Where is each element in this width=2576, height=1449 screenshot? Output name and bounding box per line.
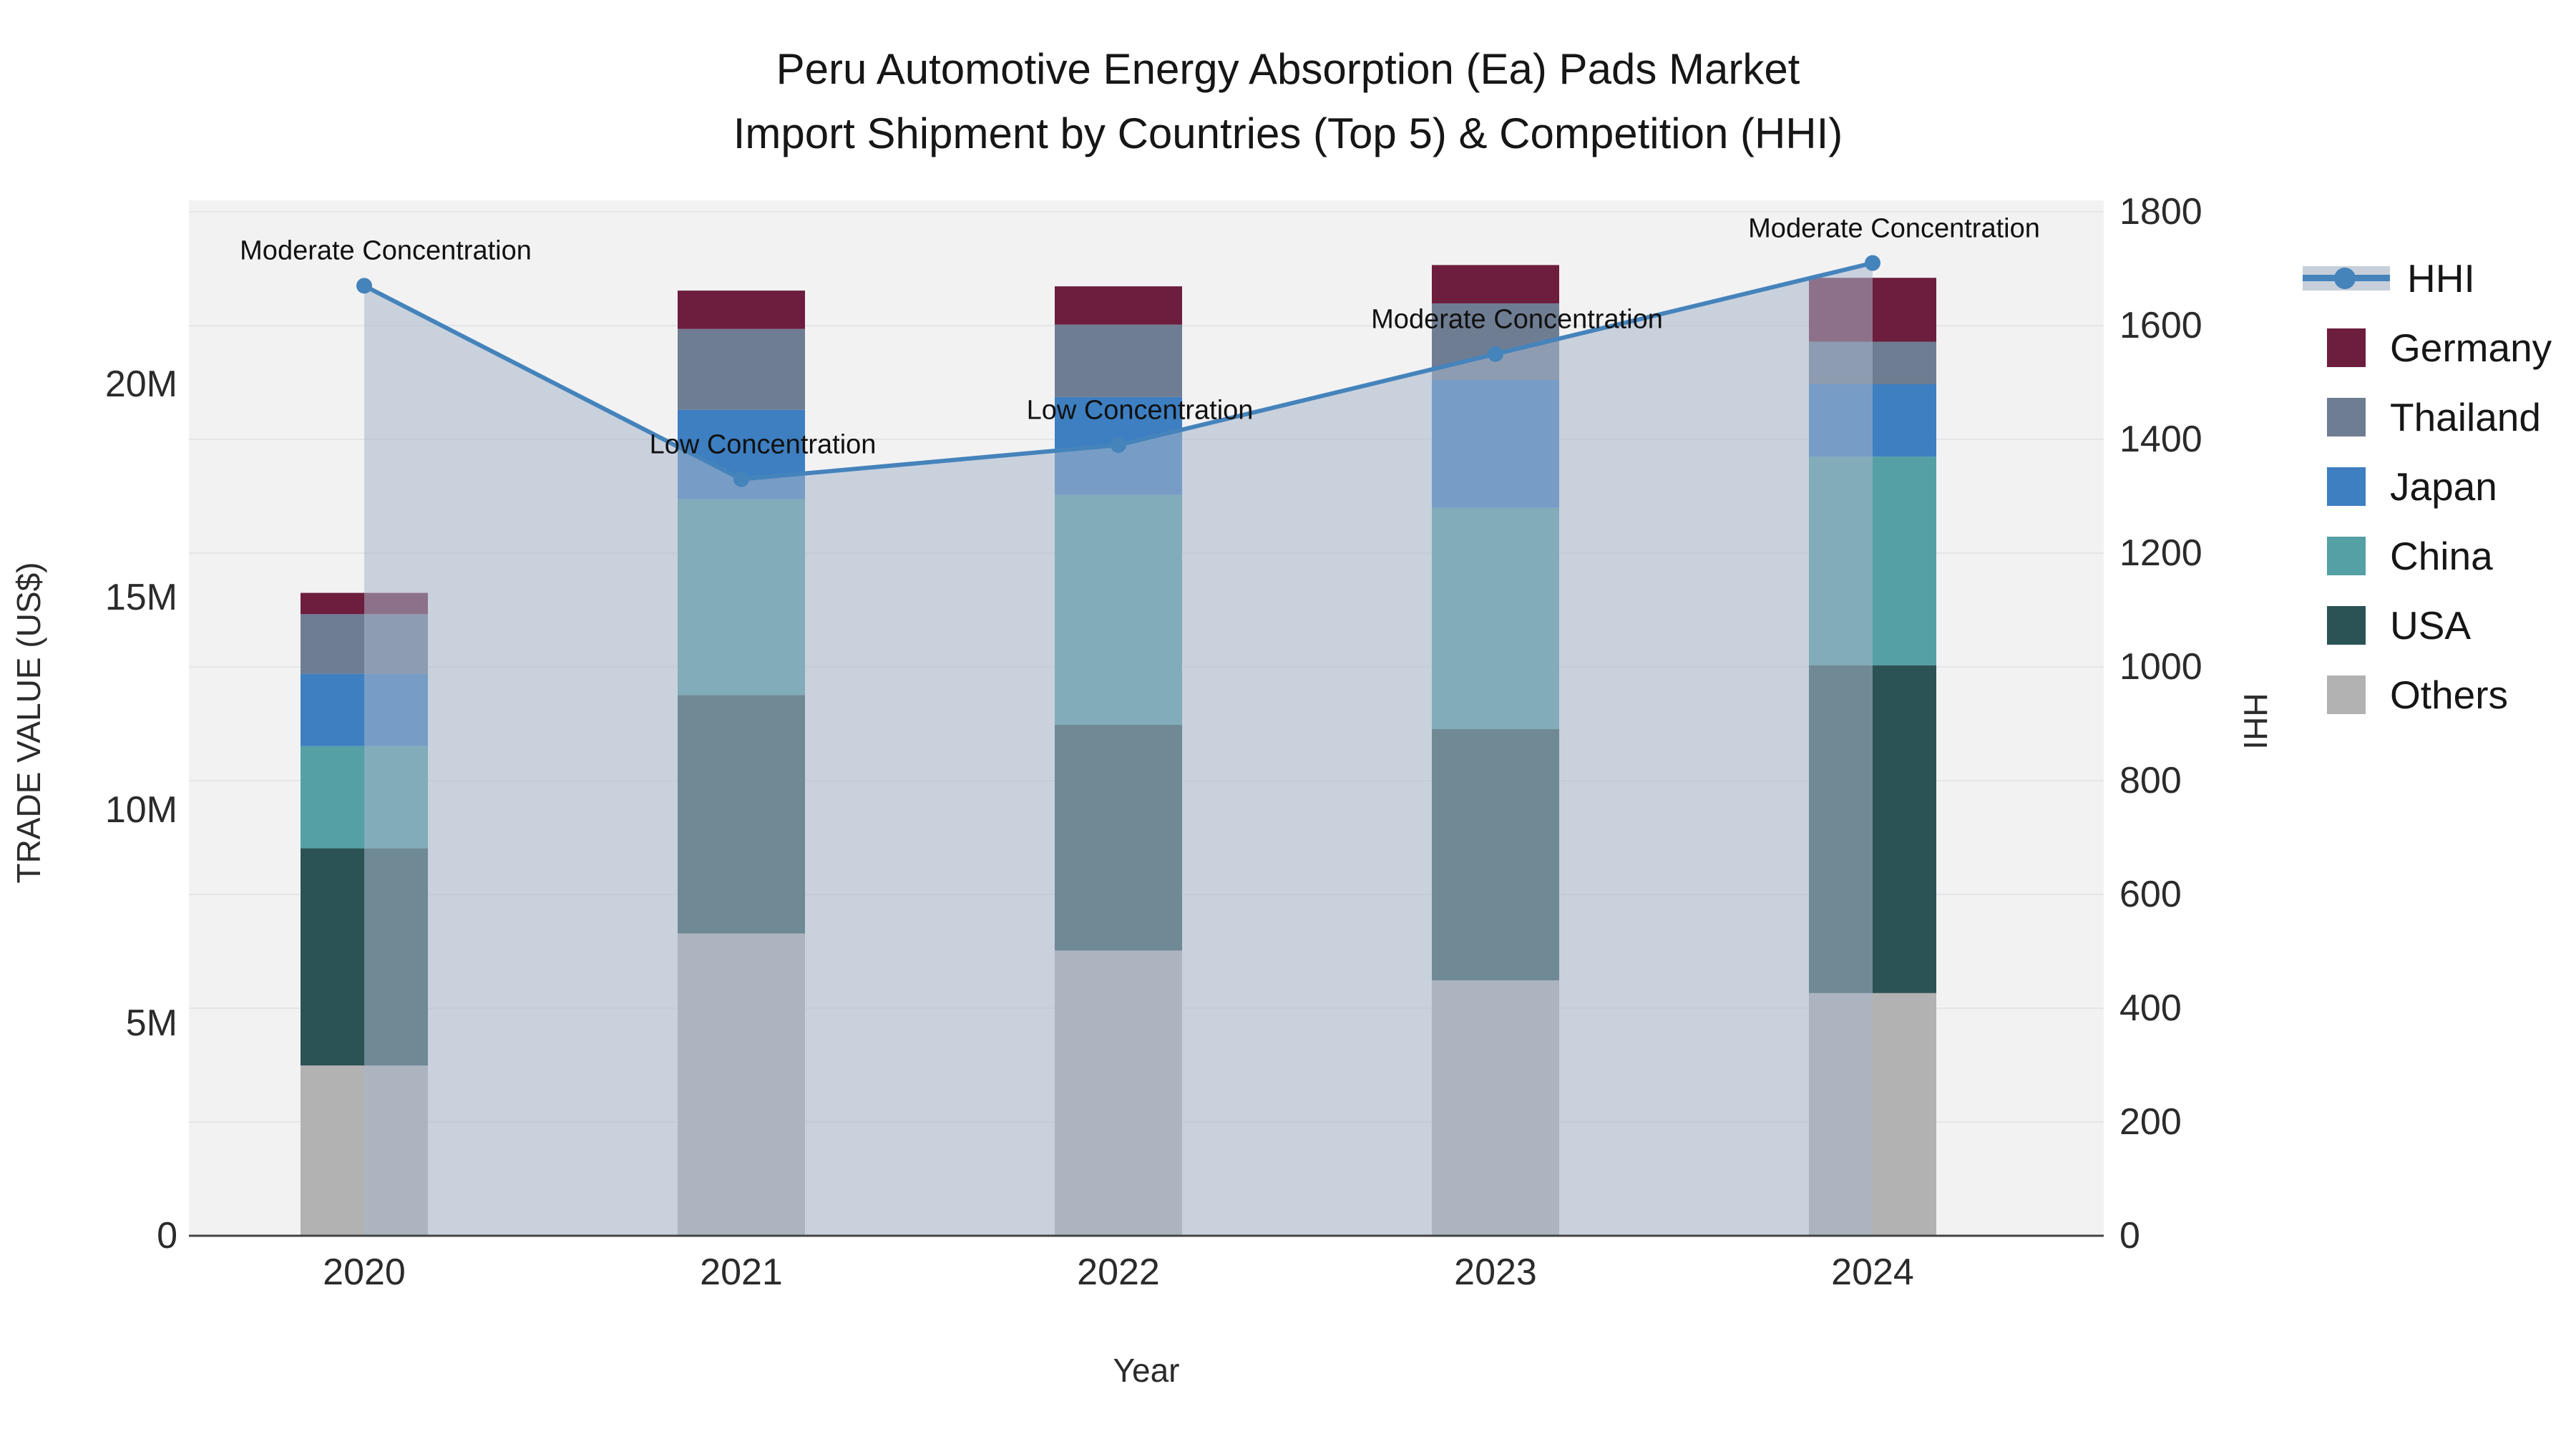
legend-item-germany[interactable]: Germany [2327, 313, 2552, 382]
others-swatch-icon [2327, 675, 2366, 714]
x-tick-2021: 2021 [700, 1252, 783, 1293]
bar-segment-2022-germany[interactable] [1055, 286, 1182, 325]
hhi-legend-marker [2334, 267, 2356, 289]
germany-swatch-icon [2327, 328, 2366, 367]
legend-label-japan: Japan [2390, 464, 2497, 509]
right-tick-1200: 1200 [2119, 532, 2202, 574]
right-tick-1400: 1400 [2119, 419, 2202, 460]
legend-label-china: China [2390, 533, 2493, 578]
bar-segment-2021-thailand[interactable] [678, 328, 805, 410]
bar-segment-2022-thailand[interactable] [1055, 324, 1182, 397]
left-tick-15M: 15M [104, 576, 177, 618]
japan-swatch-icon [2327, 467, 2366, 506]
chart-title-line2: Import Shipment by Countries (Top 5) & C… [733, 109, 1843, 157]
x-tick-2023: 2023 [1454, 1252, 1537, 1293]
hhi-marker-2021[interactable] [733, 471, 749, 487]
annotation-2020: Moderate Concentration [240, 235, 532, 266]
x-tick-2022: 2022 [1077, 1252, 1160, 1293]
chart-title-line1: Peru Automotive Energy Absorption (Ea) P… [776, 45, 1800, 93]
bar-segment-2021-germany[interactable] [678, 291, 805, 329]
china-swatch-icon [2327, 536, 2366, 575]
hhi-area-fill [364, 263, 1873, 1236]
right-tick-200: 200 [2119, 1101, 2182, 1143]
right-tick-0: 0 [2119, 1215, 2140, 1257]
legend-item-japan[interactable]: Japan [2327, 452, 2552, 521]
left-tick-5M: 5M [125, 1002, 177, 1044]
left-tick-20M: 20M [104, 364, 177, 405]
legend-label-others: Others [2390, 672, 2509, 717]
annotation-2023: Moderate Concentration [1371, 304, 1663, 335]
right-tick-800: 800 [2119, 760, 2182, 801]
x-tick-2020: 2020 [323, 1252, 406, 1293]
annotation-2022: Low Concentration [1026, 395, 1254, 426]
left-tick-0: 0 [157, 1215, 177, 1257]
legend-item-hhi[interactable]: HHI [2303, 243, 2552, 313]
hhi-line-legend-icon [2303, 265, 2390, 291]
legend-label-hhi: HHI [2407, 255, 2475, 301]
right-tick-1800: 1800 [2119, 191, 2202, 233]
hhi-marker-2022[interactable] [1111, 436, 1126, 453]
legend-label-germany: Germany [2390, 325, 2552, 370]
usa-swatch-icon [2327, 605, 2366, 645]
right-tick-400: 400 [2119, 987, 2182, 1029]
legend-item-thailand[interactable]: Thailand [2327, 382, 2552, 452]
legend-item-usa[interactable]: USA [2327, 590, 2552, 660]
left-axis-title: TRADE VALUE (US$) [10, 562, 47, 884]
x-axis-title: Year [1113, 1352, 1180, 1389]
bar-segment-2023-germany[interactable] [1432, 265, 1559, 303]
left-tick-10M: 10M [104, 789, 177, 831]
legend-item-china[interactable]: China [2327, 521, 2552, 590]
legend-label-thailand: Thailand [2390, 394, 2541, 439]
x-tick-2024: 2024 [1831, 1252, 1914, 1293]
right-tick-1000: 1000 [2119, 646, 2202, 688]
right-tick-600: 600 [2119, 874, 2182, 915]
thailand-swatch-icon [2327, 397, 2366, 436]
legend-item-others[interactable]: Others [2327, 660, 2552, 729]
legend-label-usa: USA [2390, 602, 2472, 648]
right-axis-title: HHI [2237, 693, 2274, 750]
annotation-2024: Moderate Concentration [1748, 213, 2040, 244]
annotation-2021: Low Concentration [649, 429, 877, 460]
hhi-marker-2020[interactable] [356, 278, 372, 294]
hhi-marker-2023[interactable] [1488, 346, 1503, 362]
right-tick-1600: 1600 [2119, 305, 2202, 346]
legend: HHI Germany Thailand Japan China USA Others [2303, 243, 2552, 729]
hhi-marker-2024[interactable] [1865, 255, 1880, 271]
